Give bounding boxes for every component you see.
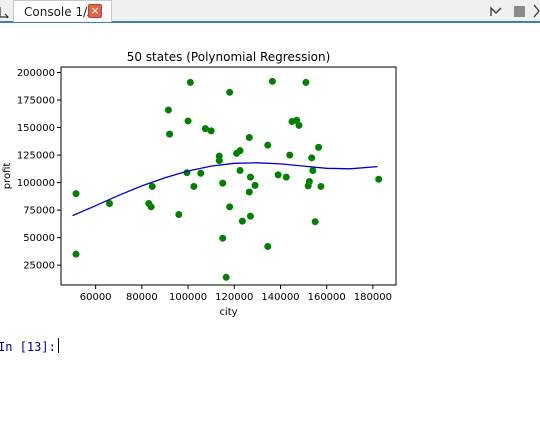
data-point	[302, 78, 310, 86]
data-point	[164, 106, 172, 114]
data-point	[201, 125, 209, 133]
regression-curve	[72, 162, 378, 217]
data-point	[317, 182, 325, 190]
y-tick-label: 25000	[23, 261, 55, 272]
data-point	[184, 117, 192, 125]
warning-icon[interactable]	[490, 5, 504, 17]
data-point	[246, 212, 254, 220]
data-point	[197, 169, 205, 177]
x-tick-label: 160000	[308, 292, 346, 303]
data-point	[207, 127, 215, 135]
text-cursor[interactable]	[58, 338, 59, 353]
x-axis-label: city	[219, 307, 237, 318]
data-point	[236, 147, 244, 155]
data-point	[175, 211, 183, 219]
data-point	[190, 182, 198, 190]
console-switch-icon[interactable]	[0, 6, 9, 18]
data-point	[186, 78, 194, 86]
data-point	[305, 178, 313, 186]
x-tick-label: 80000	[126, 292, 158, 303]
data-point	[274, 171, 282, 179]
console-tab-bar: Console 1/A ×	[0, 0, 540, 23]
data-point	[245, 133, 253, 141]
data-point	[375, 175, 383, 183]
y-tick-label: 175000	[17, 96, 55, 107]
data-point	[219, 234, 227, 242]
data-point	[251, 181, 259, 189]
options-icon[interactable]	[533, 4, 540, 18]
console-prompt: In [13]:	[0, 340, 56, 354]
data-point	[72, 190, 80, 198]
data-point	[246, 173, 254, 181]
data-point	[311, 218, 319, 226]
data-point	[219, 179, 227, 187]
stop-icon[interactable]	[514, 6, 525, 17]
y-tick-label: 50000	[23, 233, 55, 244]
data-point	[72, 250, 80, 258]
data-point	[226, 203, 234, 211]
data-point	[226, 88, 234, 96]
close-icon[interactable]: ×	[88, 4, 102, 18]
chart-title: 50 states (Polynomial Regression)	[127, 50, 331, 64]
data-point	[264, 242, 272, 250]
x-tick-label: 120000	[215, 292, 253, 303]
x-tick-label: 100000	[169, 292, 207, 303]
data-point	[236, 166, 244, 174]
data-point	[147, 203, 155, 211]
tab-console-label: Console 1/A	[24, 5, 96, 19]
data-point	[295, 121, 303, 129]
y-tick-label: 75000	[23, 206, 55, 217]
plot-frame	[60, 66, 397, 286]
data-point	[268, 77, 276, 85]
y-tick-label: 200000	[17, 68, 55, 79]
data-point	[309, 166, 317, 174]
y-tick-label: 100000	[17, 178, 55, 189]
regression-plot: 50 states (Polynomial Regression) 60000 80…	[2, 50, 397, 318]
data-point	[215, 152, 223, 160]
data-point	[166, 130, 174, 138]
y-tick-label: 150000	[17, 123, 55, 134]
x-tick-label: 180000	[354, 292, 392, 303]
data-point	[148, 182, 156, 190]
data-point	[315, 143, 323, 151]
y-tick-label: 125000	[17, 151, 55, 162]
data-point	[106, 200, 114, 208]
x-tick-label: 60000	[80, 292, 112, 303]
data-point	[238, 217, 246, 225]
y-axis-label: profit	[2, 163, 13, 190]
data-point	[264, 141, 272, 149]
x-tick-label: 140000	[261, 292, 299, 303]
data-point	[282, 173, 290, 181]
data-point	[222, 273, 230, 281]
data-point	[286, 151, 294, 159]
tab-console[interactable]: Console 1/A ×	[13, 0, 112, 22]
data-point	[245, 188, 253, 196]
data-point	[308, 154, 316, 162]
